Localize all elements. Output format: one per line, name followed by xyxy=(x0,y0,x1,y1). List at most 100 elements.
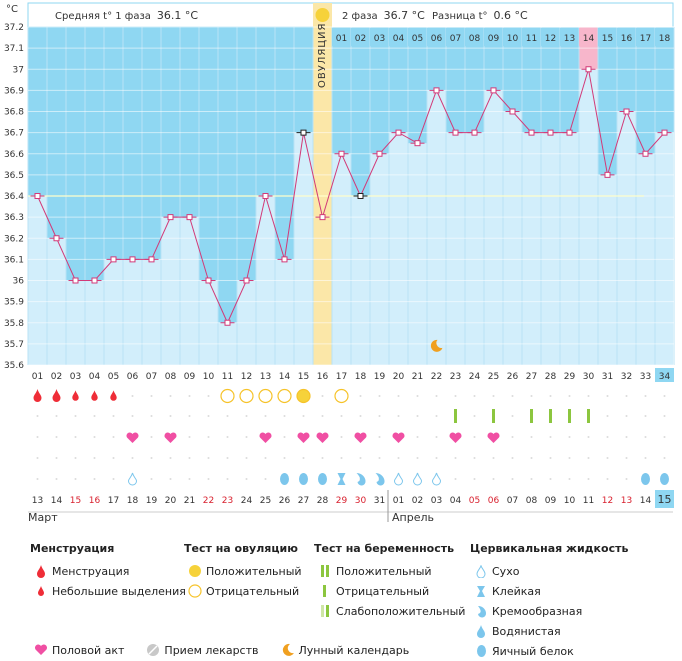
phase2-day-label: 13 xyxy=(564,34,575,44)
phase2-day-label: 03 xyxy=(374,34,385,44)
cycle-day-label: 07 xyxy=(146,372,157,382)
y-tick-label: 36.5 xyxy=(4,171,24,181)
row-dot xyxy=(378,415,381,417)
row-dot xyxy=(397,395,400,397)
temperature-point xyxy=(319,214,326,221)
cycle-day-label: 29 xyxy=(564,372,576,382)
temperature-line xyxy=(30,66,672,352)
row-dot xyxy=(169,457,172,459)
temperature-point xyxy=(585,66,592,73)
phase2-day-label: 01 xyxy=(336,34,347,44)
row-dot xyxy=(74,457,77,459)
legend-cf-watery: Водянистая xyxy=(470,621,628,641)
temperature-point xyxy=(72,277,79,284)
temperature-point xyxy=(433,87,440,94)
menstruation-drop xyxy=(52,389,61,402)
phase2-day-cell xyxy=(408,28,426,46)
temperature-point xyxy=(205,277,212,284)
cycle-day-label: 32 xyxy=(621,372,632,382)
temperature-point xyxy=(357,193,364,199)
ovulation-test-mark xyxy=(296,388,311,404)
date-label: 30 xyxy=(355,496,367,506)
row-dot xyxy=(112,415,115,417)
y-tick-label: 35.6 xyxy=(4,361,24,371)
cycle-day-label: 18 xyxy=(355,372,367,382)
row-dot xyxy=(530,478,533,480)
sticky-icon xyxy=(470,585,492,598)
y-tick-label: 37 xyxy=(13,65,24,75)
y-tick-label: 37.2 xyxy=(4,23,24,33)
cervical-dry-mark xyxy=(393,472,404,486)
cycle-day-label: 20 xyxy=(393,372,405,382)
row-dot xyxy=(568,457,571,459)
row-dot xyxy=(644,415,647,417)
phase2-label: 2 фаза 36.7 °C xyxy=(342,9,425,22)
row-dot xyxy=(511,395,514,397)
date-label: 16 xyxy=(89,496,101,506)
date-row: 13 14 15 16 17 18 19 20 21 22 23 24 25 26 27 28 29 30 31 01… xyxy=(32,490,674,508)
date-label: 18 xyxy=(127,496,139,506)
row-dot xyxy=(511,457,514,459)
y-tick-label: 35.8 xyxy=(4,319,24,329)
legend-menstruation-title: Менструация xyxy=(30,542,115,555)
date-label: 10 xyxy=(564,496,576,506)
cycle-day-label: 33 xyxy=(640,372,651,382)
date-label: 22 xyxy=(203,496,214,506)
row-dot xyxy=(435,436,438,438)
phase2-day-label: 12 xyxy=(545,34,556,44)
date-label: 29 xyxy=(336,496,348,506)
legend-preg-negative: Отрицательный xyxy=(314,581,465,601)
date-label: 02 xyxy=(412,496,423,506)
phase2-day-label: 02 xyxy=(355,34,366,44)
legend-spotting-item: Небольшие выделения xyxy=(30,581,186,601)
row-dot xyxy=(131,415,134,417)
row-dot xyxy=(416,457,419,459)
row-dot xyxy=(226,415,229,417)
row-dot xyxy=(74,415,77,417)
row-dot xyxy=(473,395,476,397)
row-dot xyxy=(587,478,590,480)
row-dot xyxy=(150,395,153,397)
sky-area xyxy=(655,27,674,133)
row-dot xyxy=(378,395,381,397)
temp-diff-label: Разница t° 0.6 °C xyxy=(432,9,528,22)
date-label: 01 xyxy=(393,496,404,506)
ovulation-test-mark xyxy=(239,388,254,404)
row-dot xyxy=(55,457,58,459)
y-tick-label: 35.7 xyxy=(4,340,24,350)
date-label: 15 xyxy=(70,496,81,506)
row-dot xyxy=(359,457,362,459)
row-dot xyxy=(36,415,39,417)
row-dot xyxy=(188,436,191,438)
row-dot xyxy=(511,478,514,480)
sky-area xyxy=(541,27,560,133)
row-dot xyxy=(606,478,609,480)
temperature-point xyxy=(262,193,269,199)
menstruation-drop xyxy=(110,390,117,401)
row-dot xyxy=(340,457,343,459)
row-dot xyxy=(55,478,58,480)
cycle-day-label: 24 xyxy=(469,372,481,382)
pregnancy-test-strip xyxy=(454,409,457,423)
row-dot xyxy=(169,478,172,480)
menstruation-drop xyxy=(91,390,98,401)
legend-ovulation-test: Тест на овуляцию Положительный Отрицател… xyxy=(184,542,302,601)
ovulation-label: ОВУЛЯЦИЯ xyxy=(317,23,328,89)
phase2-day-label: 14 xyxy=(583,34,595,44)
cycle-day-label: 25 xyxy=(488,372,499,382)
row-dot xyxy=(416,436,419,438)
row-dot xyxy=(416,415,419,417)
month-march: Март xyxy=(28,511,58,524)
row-dot xyxy=(283,436,286,438)
date-label: 14 xyxy=(640,496,652,506)
row-dot xyxy=(169,395,172,397)
date-label: 21 xyxy=(184,496,195,506)
row-dot xyxy=(663,436,666,438)
row-dot xyxy=(93,457,96,459)
phase2-day-label: 10 xyxy=(507,34,519,44)
row-dot xyxy=(36,457,39,459)
intercourse-heart xyxy=(164,432,177,443)
cycle-day-label: 30 xyxy=(583,372,595,382)
temperature-point xyxy=(110,256,117,263)
phase2-day-cell xyxy=(465,28,483,46)
